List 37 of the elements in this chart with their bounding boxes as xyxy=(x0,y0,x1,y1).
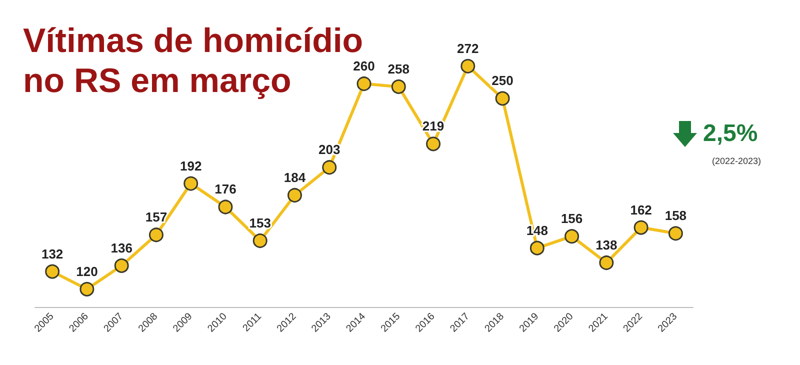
data-label: 156 xyxy=(560,211,583,226)
data-label: 136 xyxy=(110,240,132,256)
point xyxy=(252,233,268,248)
point xyxy=(184,176,198,191)
data-label: 250 xyxy=(492,73,514,88)
point xyxy=(634,220,648,235)
data-label: 158 xyxy=(664,208,687,224)
point xyxy=(495,91,510,106)
data-label: 157 xyxy=(145,210,168,225)
point xyxy=(668,226,683,241)
data-label: 176 xyxy=(214,182,236,197)
point xyxy=(460,58,476,74)
point xyxy=(45,264,60,279)
data-label: 162 xyxy=(630,202,652,218)
data-label: 192 xyxy=(180,158,202,174)
text: 2,5% xyxy=(703,120,758,148)
data-label: 260 xyxy=(353,58,375,74)
data-label: 153 xyxy=(249,215,271,230)
data-label: 258 xyxy=(388,61,410,76)
data-label: 184 xyxy=(284,170,306,186)
text: (2022-2023) xyxy=(712,156,762,166)
point xyxy=(426,136,441,152)
point xyxy=(356,76,372,92)
data-label: 272 xyxy=(457,40,479,56)
point xyxy=(599,256,614,270)
point xyxy=(80,282,94,296)
point xyxy=(391,79,406,94)
point xyxy=(148,228,164,242)
data-label: 132 xyxy=(41,246,64,262)
point xyxy=(564,229,580,244)
point xyxy=(288,188,302,203)
point xyxy=(218,200,233,214)
point xyxy=(322,160,337,175)
point xyxy=(114,258,129,273)
data-label: 138 xyxy=(596,238,618,252)
point xyxy=(530,240,544,256)
data-label: 120 xyxy=(76,264,98,279)
